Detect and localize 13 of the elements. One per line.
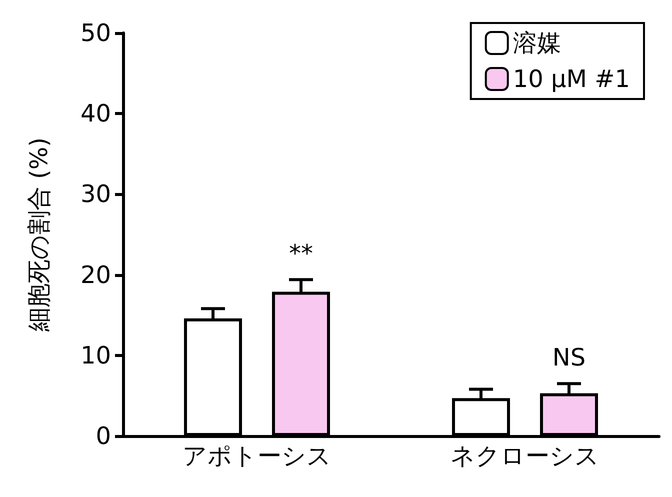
y-axis-title: 細胞死の割合 (%) — [25, 137, 53, 333]
y-tick-label: 30 — [80, 180, 111, 208]
y-tick-label: 0 — [96, 422, 111, 450]
legend-label: 溶媒 — [512, 29, 561, 57]
y-tick-label: 40 — [80, 100, 111, 128]
y-tick-label: 20 — [80, 260, 111, 289]
x-tick-label: ネクローシス — [450, 442, 600, 470]
legend-label: 10 µM #1 — [512, 65, 630, 93]
annotation: ** — [289, 240, 313, 268]
y-tick-label: 10 — [80, 341, 111, 370]
annotation: NS — [552, 344, 586, 372]
y-tick-label: 50 — [80, 19, 111, 47]
x-tick-label: アポトーシス — [182, 442, 332, 470]
